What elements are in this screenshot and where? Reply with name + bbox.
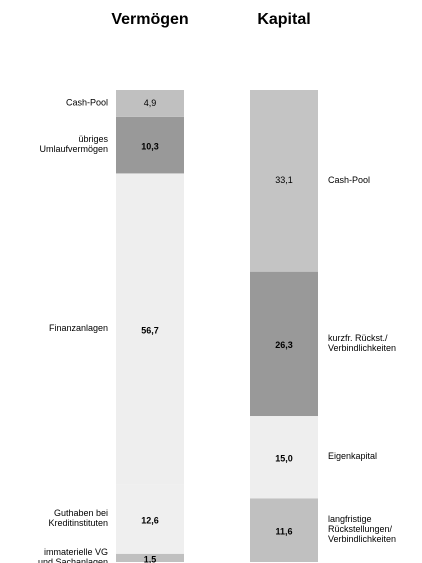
segment-label: langfristige Rückstellungen/Verbindlichke… [328,515,396,545]
bar-segment [116,90,184,117]
value-label: 4,9 [144,98,157,108]
bar-segment [116,116,184,174]
value-label: 12,6 [141,516,159,526]
segment-label: kurzfr. Rückst./Verbindlichkeiten [328,333,396,353]
value-label: 15,0 [275,454,293,464]
value-label: 10,3 [141,142,159,152]
segment-label: Cash-Pool [328,175,370,185]
chart-title: Kapital [257,11,310,28]
bar-segment [250,90,318,272]
value-label: 1,5 [144,554,157,563]
value-label: 33,1 [275,175,293,185]
segment-label: Guthaben bei Kreditinstituten [48,509,108,529]
bar-segment [250,498,318,562]
bar-segment [116,484,184,554]
value-label: 11,6 [275,527,292,537]
bar-segment [116,553,184,562]
value-label: 56,7 [141,325,159,335]
bar-segment [250,416,318,499]
value-label: 26,3 [275,340,293,350]
segment-label: immaterielle VG und Sachanlagen [38,547,108,563]
segment-label: übriges Umlaufvermögen [39,135,108,155]
chart-title: Vermögen [111,11,188,28]
segment-label: Eigenkapital [328,452,377,462]
segment-label: Cash-Pool [66,98,108,108]
bar-segment [116,173,184,485]
bar-segment [250,271,318,417]
segment-label: Finanzanlagen [49,323,108,333]
